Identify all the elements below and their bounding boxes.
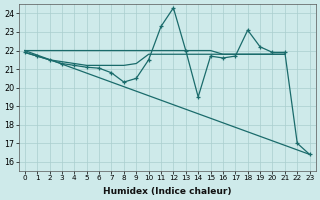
X-axis label: Humidex (Indice chaleur): Humidex (Indice chaleur) xyxy=(103,187,231,196)
